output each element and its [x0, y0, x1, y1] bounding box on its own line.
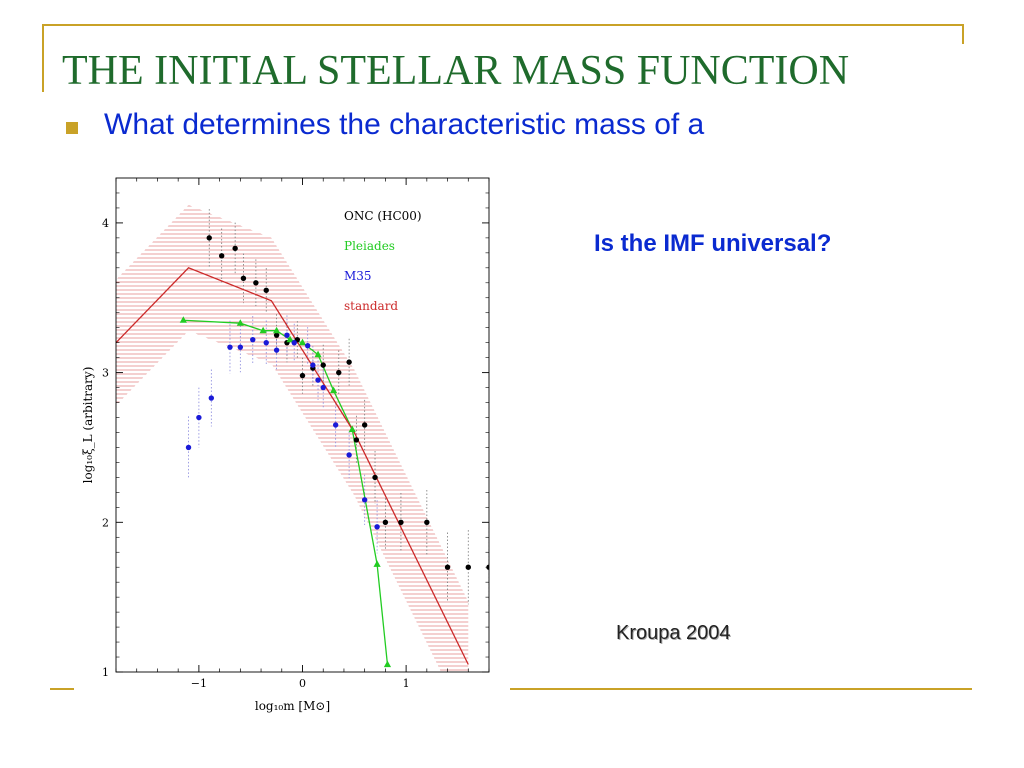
data-point-pleiades — [348, 425, 356, 433]
data-point-onc-hc00 — [424, 519, 430, 526]
data-point-m35 — [374, 524, 380, 530]
bullet-square-icon — [66, 122, 78, 134]
data-point-onc-hc00 — [398, 519, 404, 526]
data-point-m35 — [250, 336, 256, 343]
data-point-pleiades — [298, 338, 307, 346]
data-point-onc-hc00 — [372, 474, 378, 481]
data-point-m35 — [284, 332, 290, 338]
data-point-m35 — [315, 377, 321, 383]
y-tick-label: 4 — [102, 217, 109, 230]
data-point-onc-hc00 — [336, 369, 342, 376]
plot-clip-group — [116, 204, 489, 672]
slide-title: THE INITIAL STELLAR MASS FUNCTION — [62, 48, 850, 94]
series-line-standard — [116, 267, 469, 665]
data-point-m35 — [185, 444, 192, 451]
data-point-onc-hc00 — [361, 422, 368, 428]
legend-entry-pleiades: Pleiades — [344, 239, 395, 253]
data-point-m35 — [332, 422, 339, 428]
y-tick-label: 2 — [102, 516, 109, 529]
data-point-pleiades — [259, 326, 267, 334]
data-point-pleiades — [179, 316, 187, 323]
legend-entry-onc-hc00: ONC (HC00) — [344, 209, 422, 223]
data-point-pleiades — [383, 660, 392, 668]
data-point-m35 — [346, 452, 352, 458]
data-point-onc-hc00 — [444, 564, 451, 570]
bottom-rule-left — [50, 688, 74, 690]
data-point-m35 — [196, 414, 202, 421]
legend-entry-m35: M35 — [344, 269, 372, 283]
data-point-m35 — [361, 497, 368, 503]
frame-left-rule — [42, 24, 44, 92]
bullet-text: What determines the characteristic mass … — [104, 108, 705, 141]
data-point-onc-hc00 — [465, 564, 471, 570]
frame-right-rule — [962, 24, 964, 44]
bottom-rule-right — [510, 688, 972, 690]
y-tick-label: 3 — [102, 367, 109, 380]
data-point-onc-hc00 — [353, 437, 360, 443]
data-point-m35 — [273, 347, 280, 353]
x-axis-label: log₁₀m [M⊙] — [255, 699, 330, 713]
data-point-pleiades — [373, 560, 381, 567]
data-point-m35 — [263, 339, 269, 346]
data-point-m35 — [310, 362, 316, 368]
data-point-pleiades — [314, 350, 322, 358]
data-point-m35 — [320, 384, 326, 391]
data-point-onc-hc00 — [320, 362, 326, 368]
data-point-m35 — [304, 342, 311, 349]
x-tick-label: 0 — [299, 677, 306, 690]
data-point-m35 — [237, 344, 244, 350]
y-axis-label: log₁₀ξ_L (arbitrary) — [81, 367, 95, 484]
data-point-pleiades — [272, 326, 281, 334]
frame-top-rule — [42, 24, 964, 26]
credit-text: Kroupa 2004 — [616, 622, 731, 644]
data-point-onc-hc00 — [232, 245, 238, 252]
data-point-pleiades — [329, 386, 338, 394]
data-point-onc-hc00 — [240, 275, 247, 281]
data-point-m35 — [208, 395, 215, 401]
legend-entry-standard: standard — [344, 299, 398, 313]
data-point-onc-hc00 — [346, 359, 352, 365]
data-point-onc-hc00 — [273, 332, 280, 338]
imf-chart: −1 0 1 1 2 3 4 log₁₀m [M⊙] log₁₀ξ_L (arbitrary) O… — [81, 177, 490, 713]
data-point-onc-hc00 — [382, 519, 389, 526]
x-tick-label: −1 — [191, 677, 207, 690]
standard-uncertainty-band — [116, 204, 469, 672]
data-point-m35 — [227, 344, 233, 350]
data-point-onc-hc00 — [263, 287, 269, 293]
data-point-onc-hc00 — [218, 253, 225, 259]
data-point-pleiades — [286, 335, 294, 343]
x-tick-label: 1 — [403, 677, 410, 690]
data-point-onc-hc00 — [206, 235, 212, 241]
data-point-pleiades — [236, 319, 244, 326]
imf-question: Is the IMF universal? — [594, 230, 832, 257]
data-point-m35 — [291, 339, 297, 346]
y-tick-label: 1 — [102, 666, 109, 679]
data-point-onc-hc00 — [299, 372, 306, 379]
data-point-onc-hc00 — [253, 280, 259, 286]
